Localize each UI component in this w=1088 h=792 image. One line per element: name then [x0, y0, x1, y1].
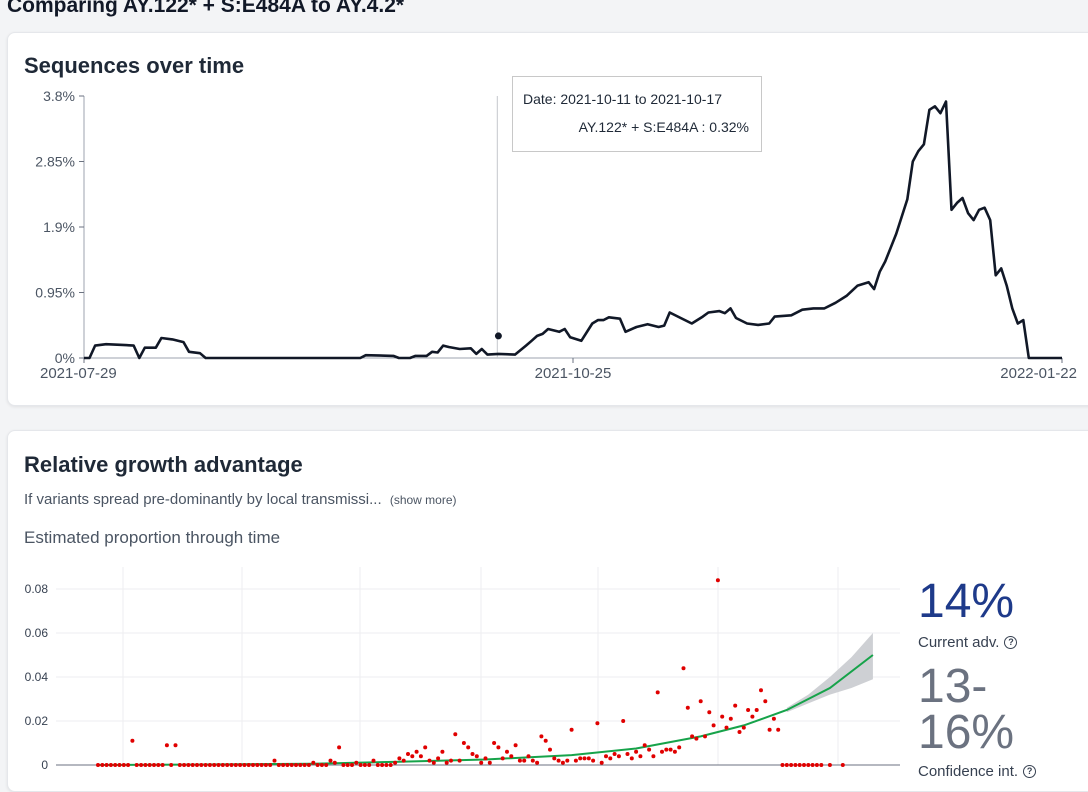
- growth-card: Relative growth advantage If variants sp…: [7, 430, 1088, 792]
- estimated-proportion-label: Estimated proportion through time: [24, 528, 281, 547]
- current-advantage-label: Current adv.?: [918, 634, 1018, 651]
- help-icon[interactable]: ?: [1004, 636, 1018, 649]
- growth-description: If variants spread pre-dominantly by loc…: [24, 491, 457, 508]
- growth-description-text: If variants spread pre-dominantly by loc…: [24, 491, 382, 508]
- confidence-interval-label: Confidence int.?: [918, 763, 1037, 780]
- current-advantage-text: Current adv.: [918, 634, 1000, 651]
- current-advantage-value: 14%: [918, 575, 1015, 628]
- chart-tooltip: Date: 2021-10-11 to 2021-10-17 AY.122* +…: [512, 76, 762, 152]
- page-title: Comparing AY.122* + S:E484A to AY.4.2*: [7, 0, 405, 17]
- show-more-link[interactable]: (show more): [389, 493, 457, 507]
- growth-card-title: Relative growth advantage: [24, 452, 303, 477]
- sequences-card-title: Sequences over time: [24, 53, 245, 78]
- confidence-interval-text: Confidence int.: [918, 763, 1019, 780]
- help-icon[interactable]: ?: [1023, 765, 1037, 778]
- tooltip-date: Date: 2021-10-11 to 2021-10-17: [523, 91, 722, 107]
- confidence-interval-value: 13-16%: [918, 660, 1015, 759]
- tooltip-value: AY.122* + S:E484A : 0.32%: [578, 119, 749, 135]
